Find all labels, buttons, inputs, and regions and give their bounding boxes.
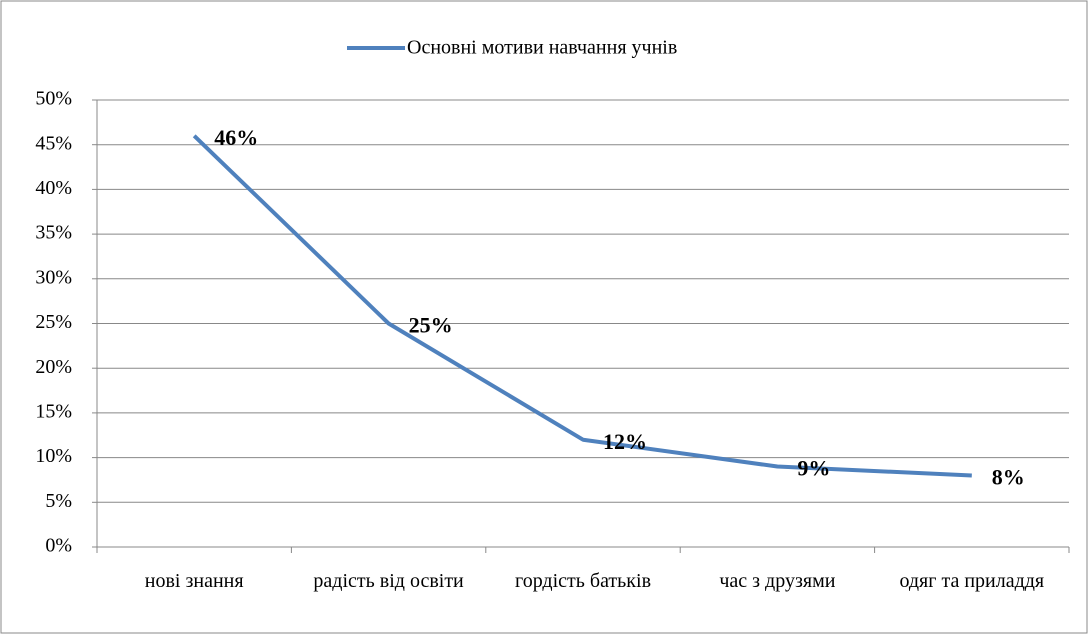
x-tick-label: гордість батьків [514, 570, 652, 592]
y-tick-label: 15% [35, 400, 72, 422]
legend-label: Основні мотиви навчання учнів [407, 37, 677, 59]
y-tick-label: 25% [35, 311, 72, 333]
data-label: 46% [214, 125, 258, 150]
x-tick-label: одяг та приладдя [899, 570, 1045, 592]
y-tick-label: 45% [35, 132, 72, 154]
x-tick-label: нові знання [144, 570, 244, 592]
series-line [192, 134, 972, 478]
data-label: 25% [409, 313, 453, 338]
x-tick-label: час з друзями [719, 570, 836, 592]
y-tick-label: 10% [35, 445, 72, 467]
y-tick-label: 20% [35, 356, 72, 378]
y-tick-label: 0% [45, 535, 72, 557]
y-tick-label: 5% [45, 490, 72, 512]
y-tick-label: 40% [35, 177, 72, 199]
data-label: 9% [797, 456, 830, 481]
x-tick-label: радість від освіти [313, 570, 464, 592]
y-tick-label: 30% [35, 266, 72, 288]
y-tick-label: 50% [35, 88, 72, 110]
y-tick-label: 35% [35, 222, 72, 244]
data-label: 8% [992, 465, 1025, 490]
data-label: 12% [603, 429, 647, 454]
